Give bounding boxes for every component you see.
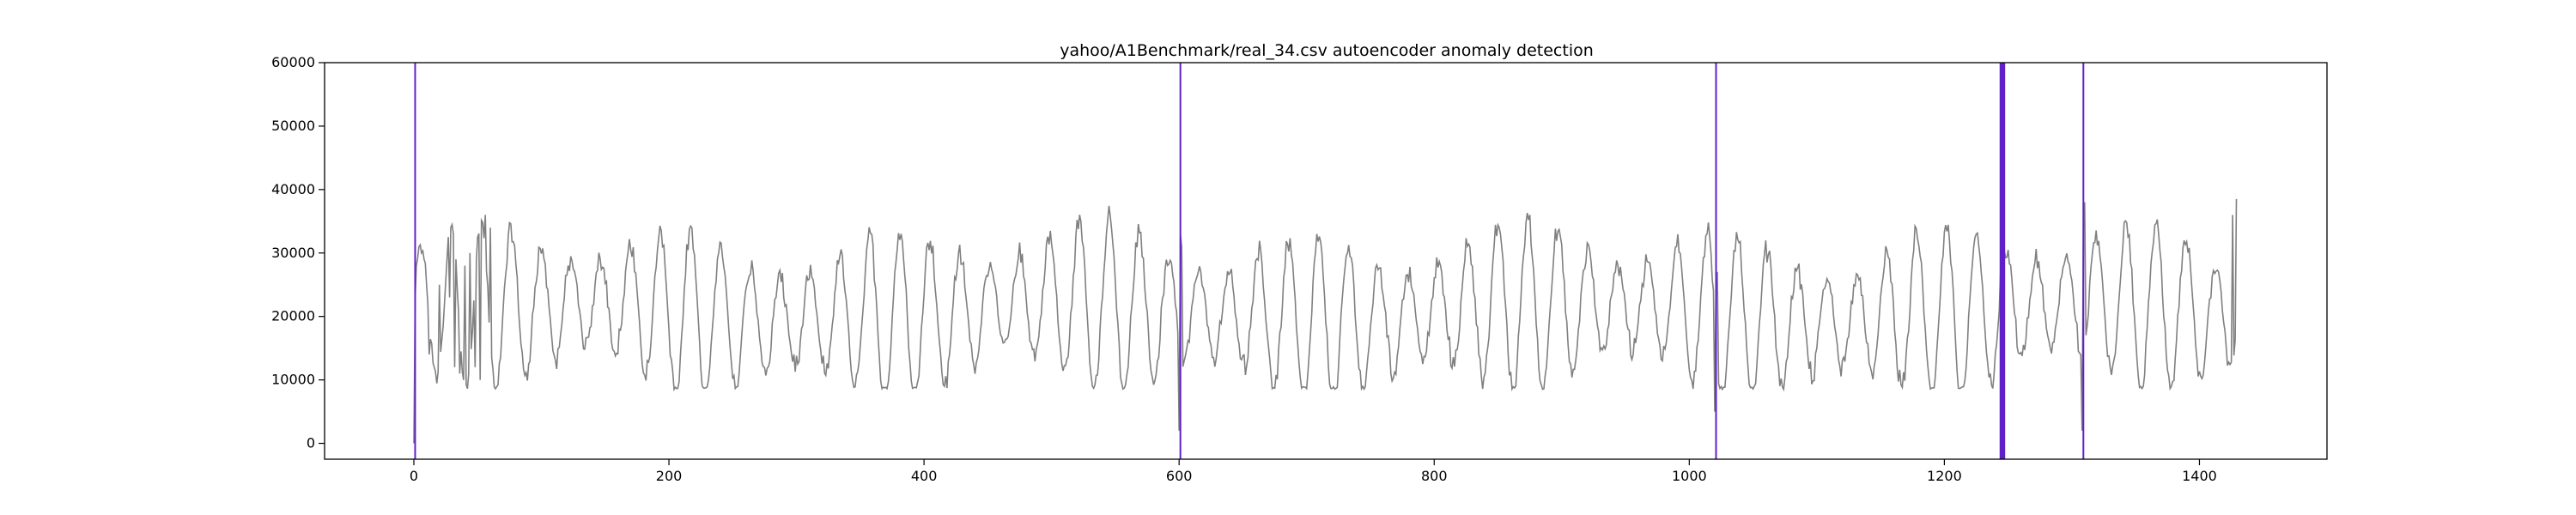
plot-area	[413, 63, 2238, 459]
x-tick-label: 1000	[1672, 468, 1707, 484]
series-line	[413, 198, 2238, 444]
y-tick-label: 40000	[271, 181, 315, 197]
x-tick-label: 0	[410, 468, 418, 484]
y-tick-label: 50000	[271, 118, 315, 134]
plot-frame	[324, 62, 2328, 460]
y-tick-label: 20000	[271, 308, 315, 324]
x-tick-label: 1400	[2182, 468, 2217, 484]
y-tick-label: 60000	[271, 54, 315, 70]
y-tick-label: 30000	[271, 245, 315, 261]
y-tick-label: 0	[307, 435, 315, 451]
x-tick-label: 200	[656, 468, 683, 484]
x-tick-label: 400	[911, 468, 938, 484]
axes: 0 200 400 600 800 1000 1200 1400 0 10000 20000 3000…	[271, 54, 2217, 484]
chart-title: yahoo/A1Benchmark/real_34.csv autoencode…	[1060, 41, 1594, 60]
y-tick-label: 10000	[271, 372, 315, 388]
x-tick-label: 800	[1421, 468, 1448, 484]
x-tick-label: 1200	[1927, 468, 1962, 484]
x-tick-label: 600	[1166, 468, 1193, 484]
